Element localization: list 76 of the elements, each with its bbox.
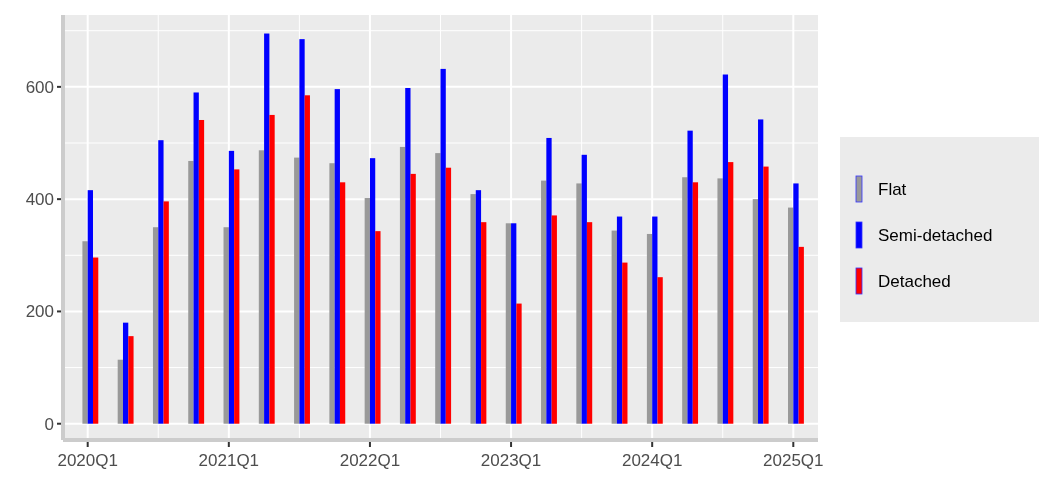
bar	[541, 180, 547, 424]
bar	[163, 201, 169, 424]
bar	[294, 157, 300, 424]
bar	[576, 183, 582, 424]
y-tick-label: 600	[25, 77, 54, 97]
bar	[405, 87, 411, 424]
bar	[334, 89, 340, 424]
bar	[299, 39, 305, 424]
bar	[516, 303, 522, 424]
bar	[117, 359, 123, 424]
bar	[546, 137, 552, 424]
y-tick-label: 200	[25, 302, 54, 322]
bar	[646, 233, 653, 424]
bar	[92, 257, 99, 424]
bar	[581, 154, 587, 424]
legend-label: Flat	[878, 179, 907, 199]
x-tick-label: 2023Q1	[480, 451, 542, 470]
bar	[758, 119, 764, 424]
bar	[722, 74, 729, 424]
bar	[329, 163, 335, 424]
bar	[440, 68, 446, 424]
bar	[234, 169, 240, 424]
bar	[87, 190, 93, 424]
bar	[682, 177, 688, 424]
bar	[198, 119, 205, 424]
bar	[657, 277, 663, 424]
bar	[122, 322, 129, 424]
legend-label: Detached	[878, 271, 951, 291]
bar	[622, 262, 628, 424]
bar	[551, 215, 557, 424]
bar	[228, 150, 235, 424]
bar	[158, 140, 164, 424]
bar	[82, 241, 88, 424]
bar	[435, 153, 441, 424]
bar	[752, 199, 759, 424]
y-tick-label: 400	[25, 190, 54, 210]
bar	[128, 336, 134, 424]
bar	[269, 114, 275, 424]
bar	[188, 160, 194, 424]
bar	[652, 216, 658, 424]
bar	[258, 150, 265, 424]
bar	[475, 190, 482, 424]
bar	[793, 183, 799, 424]
bar	[375, 231, 381, 424]
bar	[369, 158, 376, 424]
bar	[470, 194, 476, 424]
bar	[616, 216, 623, 424]
bar	[410, 173, 416, 424]
bar	[223, 227, 229, 424]
bar	[339, 182, 346, 424]
bar	[728, 162, 734, 424]
x-tick-label: 2022Q1	[339, 451, 401, 470]
bar	[586, 222, 593, 424]
bar	[611, 230, 617, 424]
bar	[687, 130, 693, 424]
bar	[304, 95, 310, 424]
x-tick-label: 2024Q1	[621, 451, 683, 470]
bar	[692, 182, 699, 424]
bar	[193, 92, 199, 424]
bar	[788, 207, 794, 424]
bar	[763, 166, 769, 424]
bar	[364, 198, 370, 424]
x-tick-label: 2025Q1	[763, 451, 824, 470]
bar	[511, 223, 517, 424]
legend-label: Semi-detached	[878, 225, 993, 245]
x-tick-label: 2020Q1	[57, 451, 118, 470]
bar	[481, 222, 487, 424]
bar	[445, 167, 452, 424]
bar	[798, 246, 804, 424]
bar	[152, 227, 159, 424]
bar	[505, 223, 512, 424]
x-tick-label: 2021Q1	[198, 451, 260, 470]
bar	[717, 178, 723, 424]
y-tick-label: 0	[44, 414, 54, 434]
bar	[399, 146, 406, 424]
bar	[264, 33, 270, 424]
